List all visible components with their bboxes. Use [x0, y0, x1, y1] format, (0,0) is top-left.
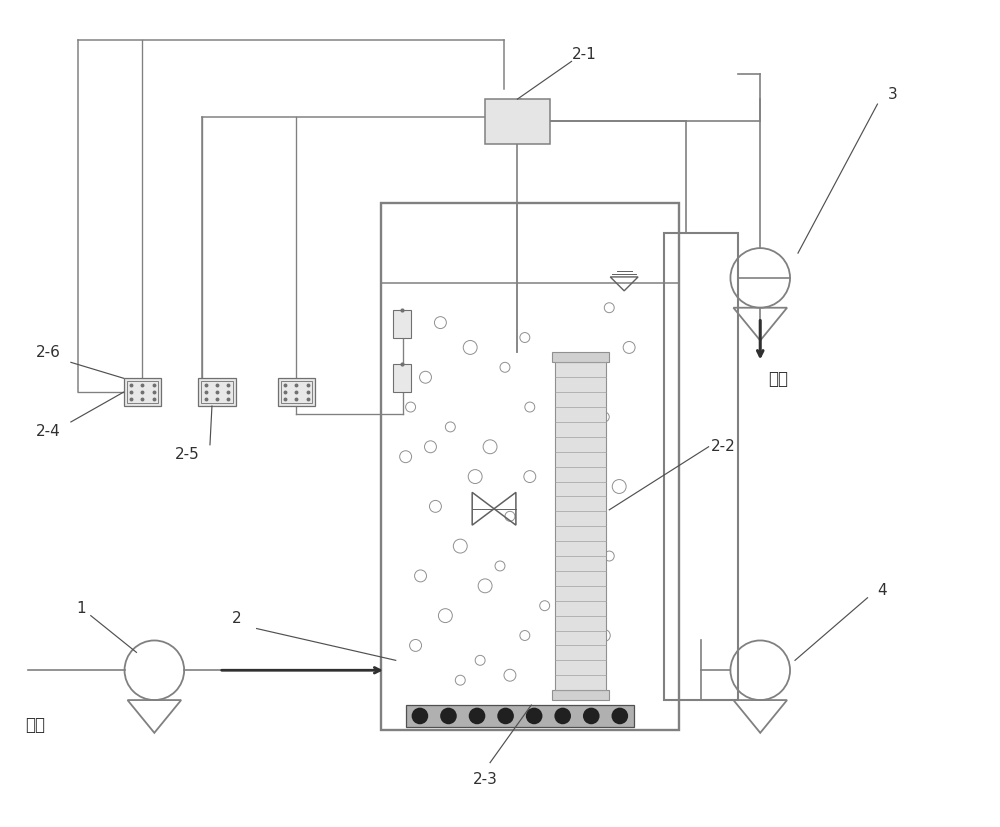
Circle shape: [583, 708, 600, 724]
Bar: [664, 233, 738, 700]
Bar: [381, 203, 679, 730]
Text: 2-5: 2-5: [175, 447, 199, 462]
Circle shape: [497, 708, 514, 724]
Circle shape: [554, 708, 571, 724]
Text: 4: 4: [878, 583, 887, 598]
Text: 进水: 进水: [25, 716, 45, 734]
Bar: [555, 362, 606, 690]
Bar: [552, 690, 609, 700]
Bar: [393, 309, 411, 337]
Text: 出水: 出水: [768, 370, 788, 388]
Bar: [552, 352, 609, 362]
Bar: [281, 381, 312, 404]
Text: 2-3: 2-3: [473, 772, 498, 787]
Bar: [406, 705, 634, 727]
Bar: [201, 381, 233, 404]
Text: 2: 2: [232, 611, 242, 626]
Text: 3: 3: [887, 87, 897, 102]
Circle shape: [526, 708, 542, 724]
Text: 2-6: 2-6: [36, 345, 60, 360]
Circle shape: [612, 708, 628, 724]
Bar: [485, 99, 550, 144]
Circle shape: [440, 708, 457, 724]
Circle shape: [412, 708, 428, 724]
Text: 2-4: 2-4: [36, 424, 60, 439]
Text: 2-2: 2-2: [711, 439, 736, 454]
Bar: [124, 378, 161, 406]
Bar: [198, 378, 236, 406]
Text: 1: 1: [76, 601, 86, 616]
Bar: [278, 378, 315, 406]
Circle shape: [469, 708, 485, 724]
Text: 2-1: 2-1: [572, 47, 597, 62]
Bar: [393, 365, 411, 392]
Bar: [127, 381, 158, 404]
